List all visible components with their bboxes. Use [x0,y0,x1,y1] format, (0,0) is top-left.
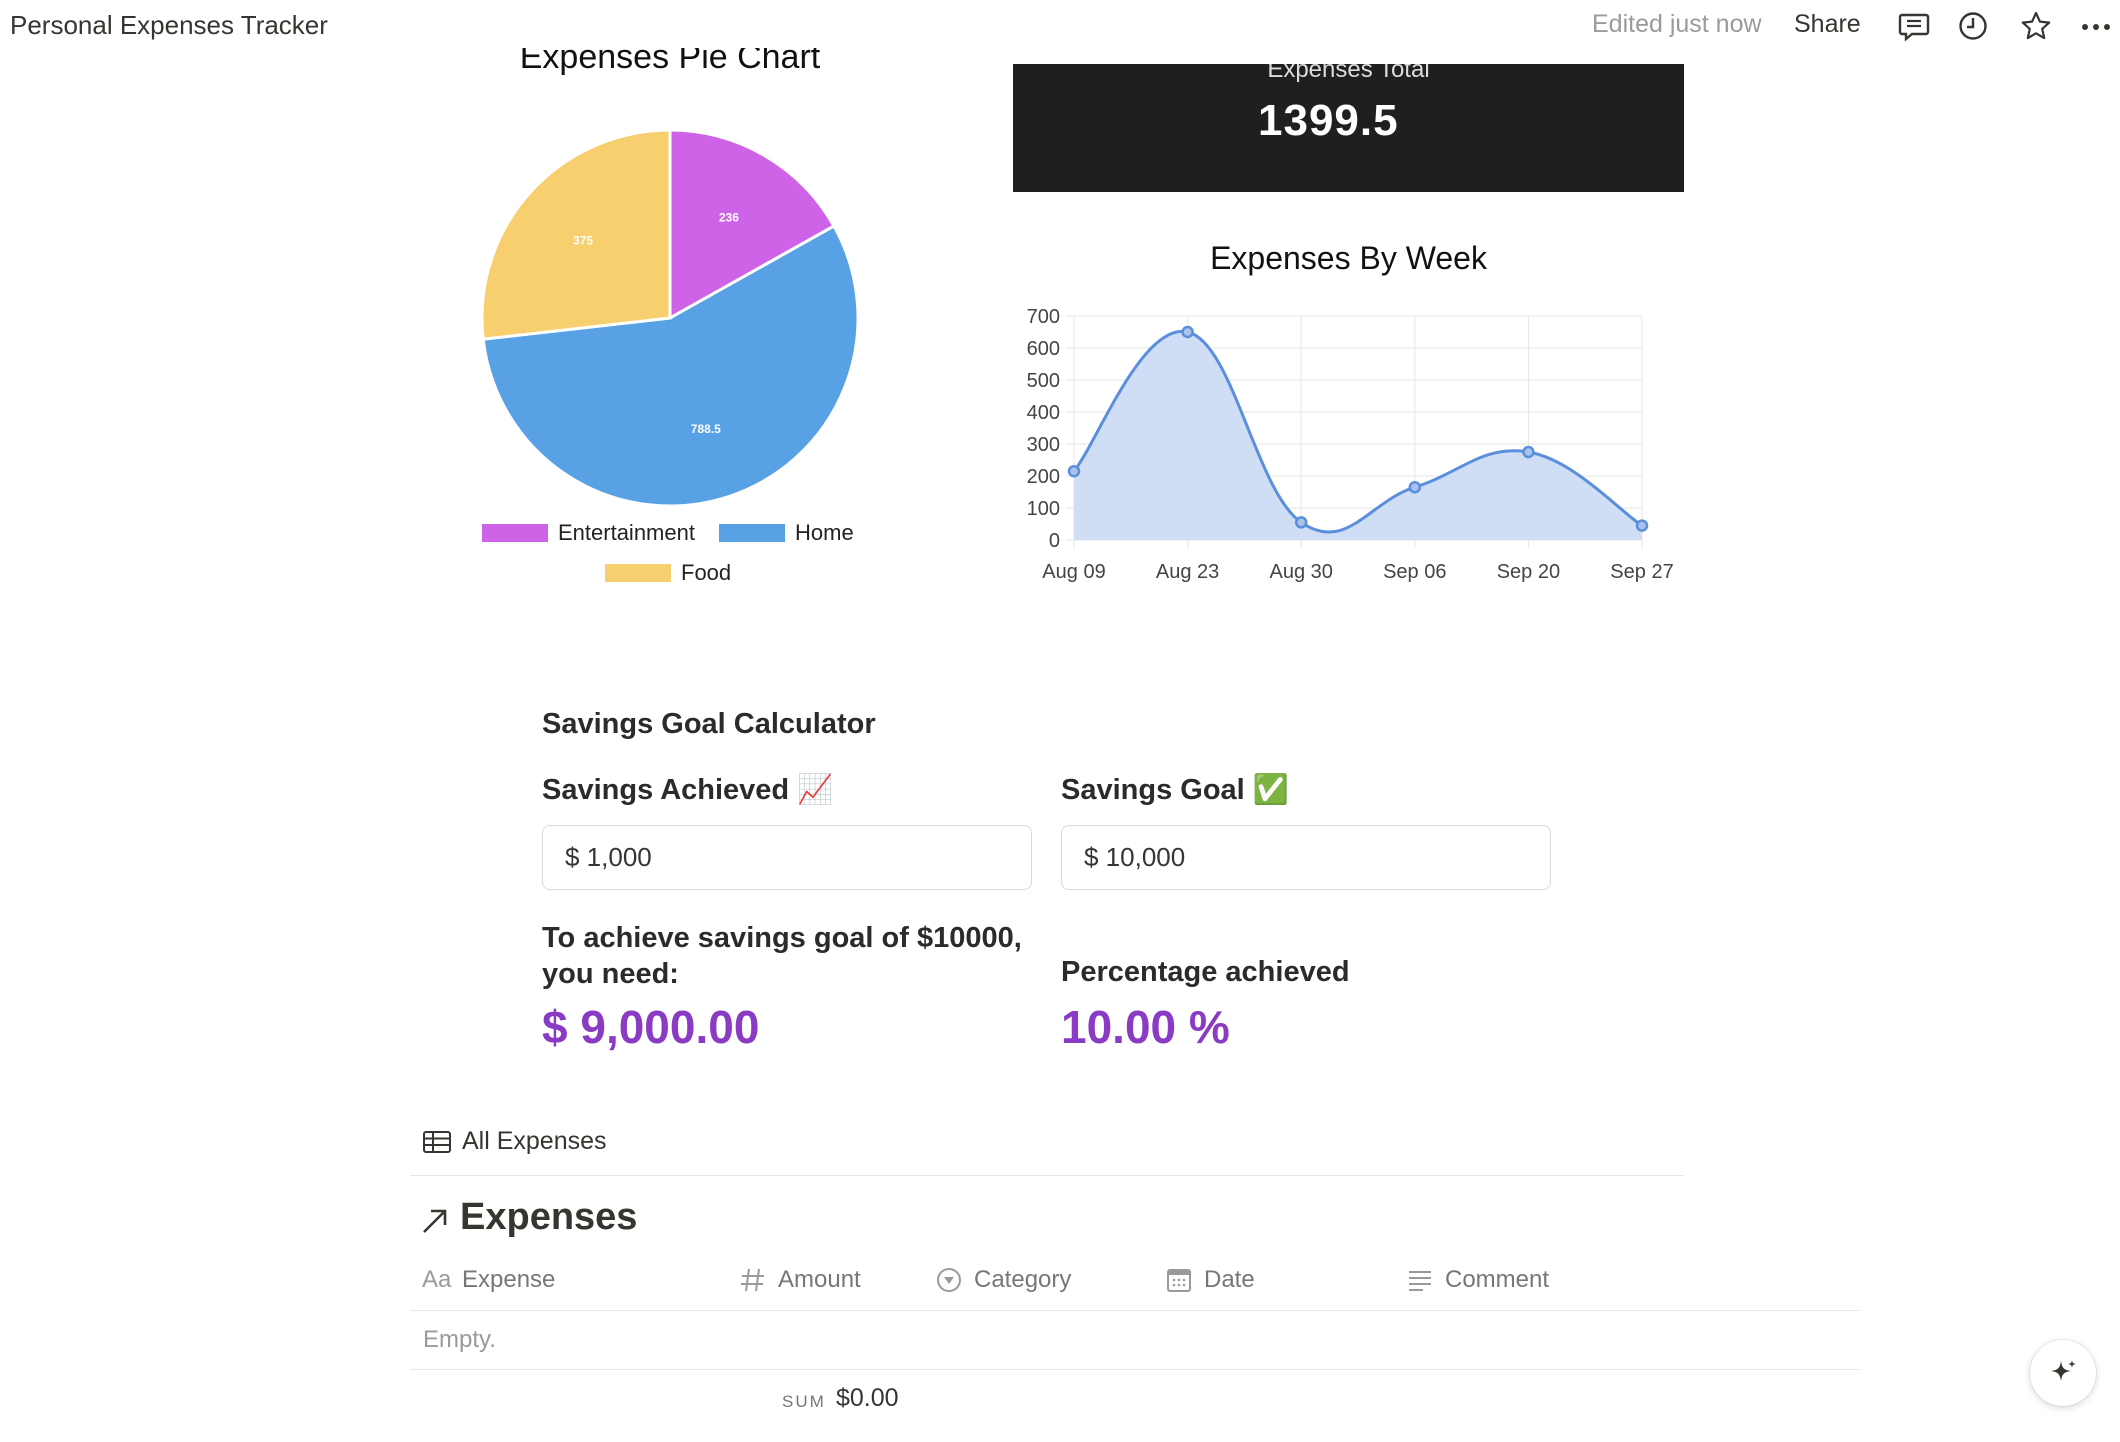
x-tick-label: Sep 06 [1383,561,1446,583]
more-icon[interactable] [2078,8,2114,44]
percentage-achieved-label: Percentage achieved [1061,956,1350,988]
y-tick-label: 200 [1027,466,1060,488]
pie-data-label-food: 375 [573,233,593,247]
y-tick-label: 400 [1027,402,1060,424]
y-tick-label: 500 [1027,370,1060,392]
expenses-total-label: Expenses Total [1267,64,1430,83]
ai-assistant-button[interactable] [2030,1340,2096,1406]
data-point[interactable] [1181,325,1194,339]
top-bar: Personal Expenses Tracker Edited just no… [0,0,2120,52]
weekly-expenses-chart: 0 100 200 300 400 500 600 700 Aug 09 Aug 23 Aug 30… [1027,306,1674,583]
text-icon [1409,1271,1431,1291]
column-label-date: Date [1204,1266,1255,1293]
data-point[interactable] [1635,519,1649,532]
pie-chart: 236 788.5 375 [480,128,860,508]
column-label-comment: Comment [1445,1266,1550,1293]
pie-slice-entertainment[interactable] [668,128,837,321]
select-icon [937,1268,961,1292]
row-divider [410,1369,1860,1370]
empty-state-text: Empty. [423,1326,496,1353]
legend-swatch-home [719,524,785,542]
savings-achieved-label: Savings Achieved 📈 [542,774,834,806]
x-tick-label: Aug 23 [1156,561,1219,583]
link-arrow-icon [423,1209,447,1233]
page-breadcrumb-title[interactable]: Personal Expenses Tracker [10,10,328,40]
y-tick-label: 100 [1027,498,1060,520]
savings-calculator-heading: Savings Goal Calculator [542,708,876,740]
x-tick-label: Sep 27 [1610,561,1673,583]
column-label-category: Category [974,1266,1072,1293]
header-divider [410,1310,1860,1311]
column-label-expense: Expense [462,1266,556,1293]
sum-label[interactable]: SUM [782,1392,826,1411]
expenses-total-card: Expenses Total 1399.5 [1013,64,1684,192]
pie-chart-title-container: Expenses Pie Chart [440,48,900,84]
y-tick-label: 0 [1049,530,1060,552]
x-tick-label: Sep 20 [1497,561,1560,583]
legend-swatch-entertainment [482,524,548,542]
line-chart-title: Expenses By Week [1210,240,1487,276]
sparkle-icon [2051,1360,2076,1381]
view-tabs-divider [410,1175,1684,1176]
legend-label-entertainment: Entertainment [558,520,695,545]
savings-goal-label: Savings Goal ✅ [1061,774,1289,806]
amount-needed-label: To achieve savings goal of $10000, you n… [542,922,1022,990]
calendar-icon [1167,1269,1191,1292]
history-icon[interactable] [1955,8,1991,44]
pie-chart-title: Expenses Pie Chart [519,48,821,76]
data-point[interactable] [1408,480,1422,494]
data-point[interactable] [1294,516,1308,529]
data-point[interactable] [1522,445,1535,459]
y-tick-label: 300 [1027,434,1060,456]
y-tick-label: 600 [1027,338,1060,360]
edited-status: Edited just now [1592,10,1762,38]
data-point[interactable] [1067,464,1081,478]
legend-swatch-food [605,564,671,582]
percentage-achieved-value: 10.00 % [1061,1001,1230,1053]
comment-icon[interactable] [1896,8,1932,44]
area-fill [1074,331,1642,540]
star-icon[interactable] [2018,8,2054,44]
share-button[interactable]: Share [1794,10,1861,38]
legend-label-home: Home [795,520,854,545]
legend-label-food: Food [681,560,732,585]
y-tick-label: 700 [1027,306,1060,328]
title-icon: Aa [422,1266,452,1293]
x-tick-label: Aug 09 [1042,561,1105,583]
amount-needed-value: $ 9,000.00 [542,1001,760,1053]
pie-slice-food[interactable] [480,128,672,341]
database-title-text: Expenses [460,1196,638,1238]
view-tab-label: All Expenses [462,1127,607,1155]
savings-goal-input[interactable]: $ 10,000 [1061,825,1551,890]
number-icon [741,1268,764,1292]
sum-value[interactable]: $0.00 [836,1384,899,1412]
expenses-total-value: 1399.5 [1258,96,1399,145]
column-label-amount: Amount [778,1266,861,1293]
savings-achieved-input[interactable]: $ 1,000 [542,825,1032,890]
pie-data-label-home: 788.5 [691,422,721,436]
table-view-icon [423,1131,451,1153]
pie-data-label-entertainment: 236 [719,210,739,224]
x-tick-label: Aug 30 [1270,561,1333,583]
pie-slice-home[interactable] [481,223,860,508]
